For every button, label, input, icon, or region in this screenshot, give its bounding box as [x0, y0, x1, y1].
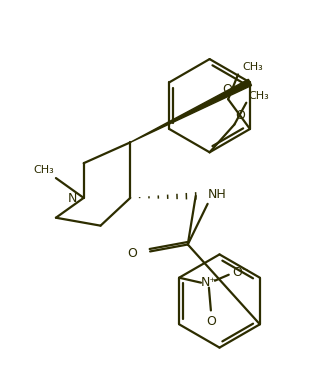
- Text: N: N: [67, 193, 77, 206]
- Text: CH₃: CH₃: [33, 165, 54, 175]
- Polygon shape: [130, 79, 252, 142]
- Text: CH₃: CH₃: [248, 91, 269, 101]
- Text: N⁺: N⁺: [201, 276, 217, 289]
- Text: CH₃: CH₃: [242, 62, 263, 72]
- Text: O: O: [206, 315, 216, 328]
- Text: O: O: [222, 83, 232, 96]
- Text: O: O: [127, 247, 137, 260]
- Text: NH: NH: [208, 188, 226, 201]
- Text: O: O: [235, 109, 245, 122]
- Text: O⁻: O⁻: [233, 266, 249, 279]
